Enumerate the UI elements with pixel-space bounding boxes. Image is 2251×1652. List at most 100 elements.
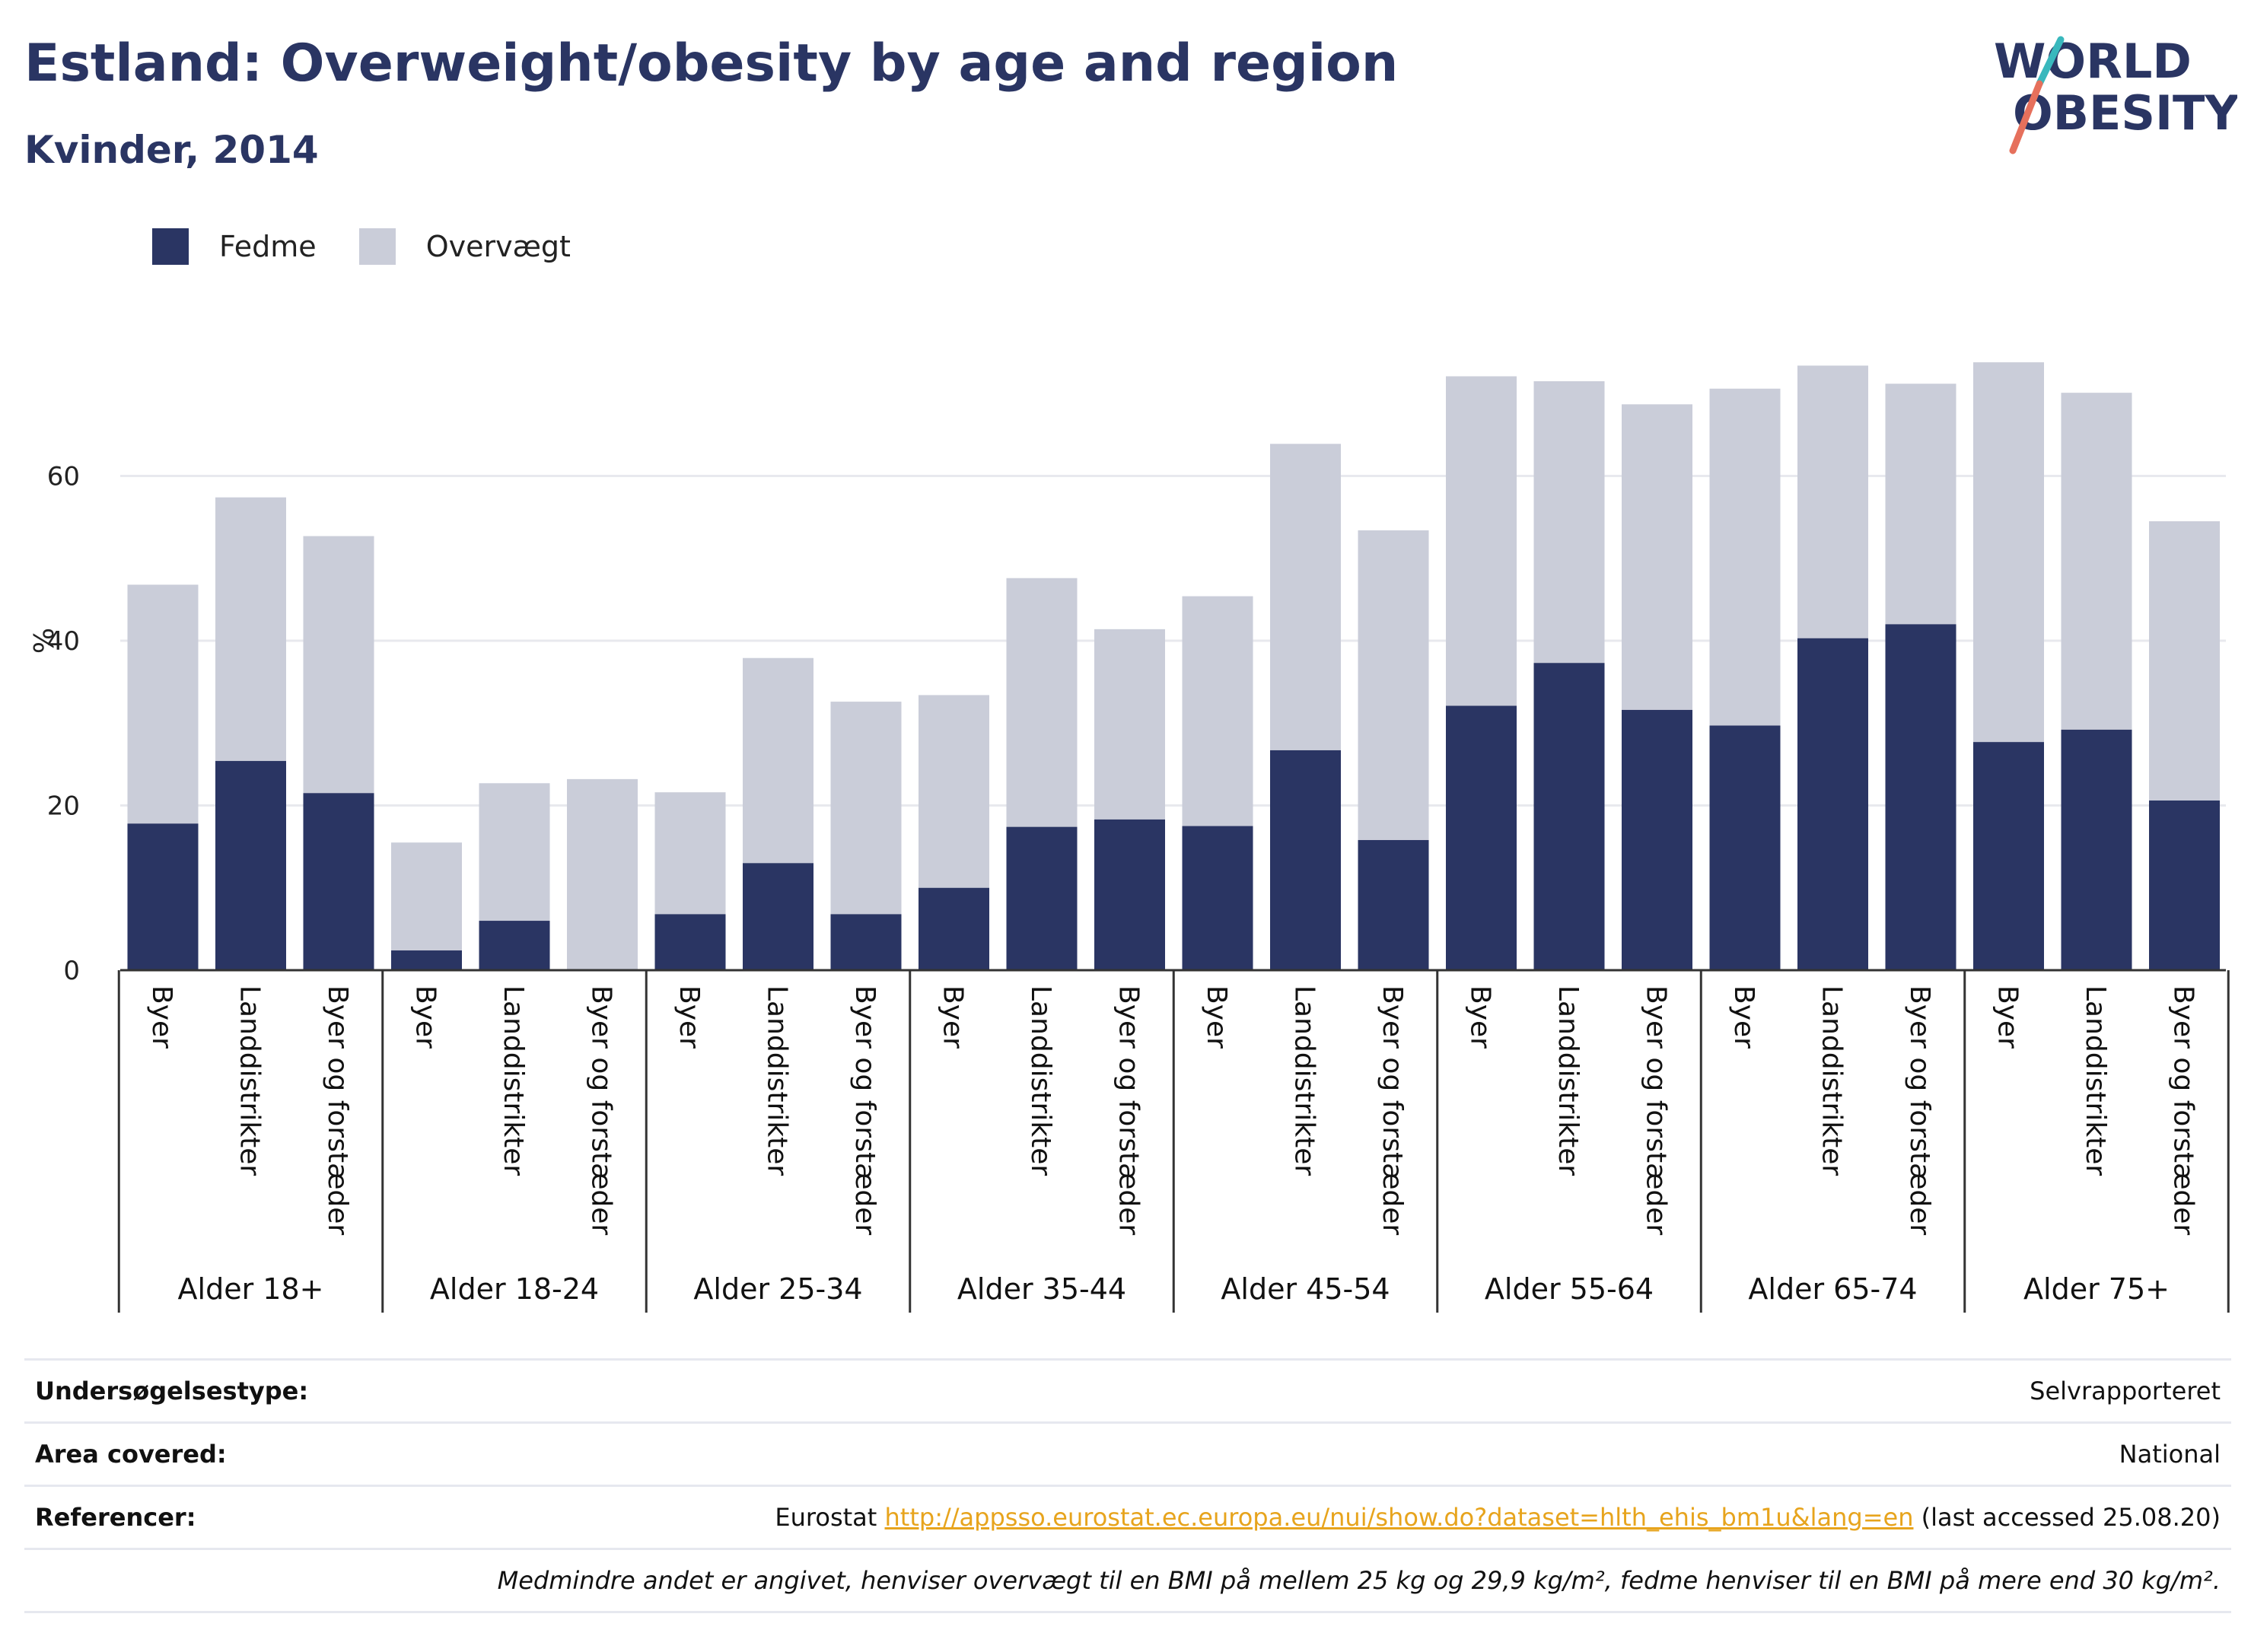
bar-overvaegt bbox=[2061, 393, 2132, 730]
legend-label-fedme: Fedme bbox=[219, 230, 317, 263]
bar-overvaegt bbox=[654, 792, 726, 915]
world-obesity-logo: WORLD OBESITY bbox=[1994, 33, 2237, 154]
bar-overvaegt bbox=[1973, 362, 2044, 743]
meta-row-references: Referencer: Eurostat http://appsso.euros… bbox=[24, 1487, 2231, 1550]
x-group-label: Alder 18-24 bbox=[430, 1272, 599, 1306]
bar-fedme bbox=[1270, 750, 1341, 970]
bar-fedme bbox=[2149, 801, 2220, 970]
x-category-label: Byer bbox=[1728, 985, 1759, 1049]
bar-overvaegt bbox=[391, 842, 462, 951]
x-category-label: Landdistrikter bbox=[1289, 985, 1320, 1176]
bar-overvaegt bbox=[1006, 578, 1078, 827]
bar-overvaegt bbox=[303, 536, 374, 794]
bar-overvaegt bbox=[1094, 629, 1165, 820]
bar-fedme bbox=[303, 793, 374, 970]
metadata-table: Undersøgelsestype: Selvrapporteret Area … bbox=[24, 1358, 2231, 1613]
bar-fedme bbox=[1885, 624, 1956, 970]
bar-overvaegt bbox=[830, 702, 902, 915]
references-value: Eurostat http://appsso.eurostat.ec.europ… bbox=[775, 1503, 2221, 1532]
x-category-label: Byer bbox=[673, 985, 705, 1049]
bar-fedme bbox=[919, 887, 989, 970]
x-category-label: Landdistrikter bbox=[762, 985, 793, 1176]
x-category-label: Landdistrikter bbox=[2080, 985, 2111, 1176]
meta-row-survey: Undersøgelsestype: Selvrapporteret bbox=[24, 1361, 2231, 1424]
x-category-label: Byer bbox=[1465, 985, 1496, 1049]
y-tick-label: 60 bbox=[47, 462, 80, 492]
bar-overvaegt bbox=[1885, 384, 1956, 625]
x-category-label: Landdistrikter bbox=[1552, 985, 1584, 1176]
bar-fedme bbox=[1182, 826, 1253, 970]
y-axis-label: % bbox=[29, 628, 60, 654]
bar-overvaegt bbox=[919, 695, 989, 888]
survey-type-value: Selvrapporteret bbox=[2030, 1377, 2221, 1405]
x-category-label: Byer og forstæder bbox=[1377, 985, 1408, 1235]
bar-fedme bbox=[1446, 705, 1517, 970]
page-subtitle: Kvinder, 2014 bbox=[24, 128, 319, 172]
bar-overvaegt bbox=[1182, 596, 1253, 826]
x-category-label: Byer og forstæder bbox=[849, 985, 880, 1235]
legend-item-overvaegt: Overvægt bbox=[358, 228, 571, 265]
area-covered-label: Area covered: bbox=[35, 1440, 227, 1469]
bar-fedme bbox=[1533, 663, 1605, 970]
stacked-bar-chart: 0 20 40 60% Byer Landdistrikter Byer og forstæ… bbox=[29, 362, 2230, 1313]
bmi-definition-note: Medmindre andet er angivet, henviser ove… bbox=[497, 1566, 2221, 1595]
bar-overvaegt bbox=[479, 783, 550, 921]
x-category-label: Landdistrikter bbox=[234, 985, 266, 1176]
y-tick-label: 40 bbox=[47, 626, 80, 657]
x-group-label: Alder 35-44 bbox=[957, 1272, 1126, 1306]
bar-fedme bbox=[1622, 709, 1692, 970]
bar-fedme bbox=[391, 950, 462, 970]
bar-fedme bbox=[1709, 725, 1781, 970]
bar-overvaegt bbox=[1797, 365, 1868, 638]
bar-overvaegt bbox=[1709, 388, 1781, 726]
page-title: Estland: Overweight/obesity by age and r… bbox=[24, 33, 1399, 94]
x-category-label: Byer og forstæder bbox=[1113, 985, 1145, 1235]
x-category-label: Byer og forstæder bbox=[322, 985, 353, 1235]
legend-item-fedme: Fedme bbox=[152, 228, 317, 265]
x-group-label: Alder 55-64 bbox=[1485, 1272, 1654, 1306]
x-category-label: Byer bbox=[1201, 985, 1232, 1049]
bar-overvaegt bbox=[567, 778, 638, 970]
x-group-label: Alder 25-34 bbox=[693, 1272, 862, 1306]
reference-accessed: (last accessed 25.08.20) bbox=[1921, 1503, 2221, 1532]
area-covered-value: National bbox=[2119, 1440, 2221, 1469]
bar-overvaegt bbox=[215, 497, 286, 762]
bar-fedme bbox=[743, 863, 813, 970]
x-group-label: Alder 75+ bbox=[2023, 1272, 2170, 1306]
y-tick-label: 0 bbox=[63, 956, 80, 986]
bar-fedme bbox=[1094, 819, 1165, 970]
x-group-label: Alder 65-74 bbox=[1748, 1272, 1917, 1306]
x-category-label: Byer bbox=[410, 985, 441, 1049]
x-group-label: Alder 18+ bbox=[178, 1272, 324, 1306]
x-category-label: Byer bbox=[1992, 985, 2023, 1049]
bar-fedme bbox=[1358, 839, 1429, 970]
legend-swatch-overvaegt bbox=[358, 228, 396, 265]
x-category-label: Byer bbox=[938, 985, 969, 1049]
chart-legend: Fedme Overvægt bbox=[152, 225, 613, 268]
reference-link[interactable]: http://appsso.eurostat.ec.europa.eu/nui/… bbox=[884, 1503, 1914, 1532]
bar-fedme bbox=[2061, 729, 2132, 970]
y-tick-label: 20 bbox=[47, 791, 80, 822]
bar-fedme bbox=[1006, 826, 1078, 970]
logo-line-1: WORLD bbox=[1994, 33, 2192, 89]
x-category-label: Byer og forstæder bbox=[586, 985, 617, 1235]
x-category-label: Byer og forstæder bbox=[1904, 985, 1935, 1235]
bar-overvaegt bbox=[1622, 404, 1692, 710]
reference-source: Eurostat bbox=[775, 1503, 877, 1532]
bar-fedme bbox=[654, 914, 726, 970]
bar-overvaegt bbox=[1446, 376, 1517, 706]
meta-row-note: Medmindre andet er angivet, henviser ove… bbox=[24, 1550, 2231, 1613]
bar-fedme bbox=[215, 761, 286, 970]
meta-row-area: Area covered: National bbox=[24, 1424, 2231, 1487]
legend-label-overvaegt: Overvægt bbox=[425, 230, 571, 263]
bar-overvaegt bbox=[1358, 530, 1429, 840]
x-category-label: Landdistrikter bbox=[1025, 985, 1056, 1176]
x-category-label: Landdistrikter bbox=[1816, 985, 1848, 1176]
x-group-label: Alder 45-54 bbox=[1221, 1272, 1390, 1306]
bar-overvaegt bbox=[1270, 444, 1341, 750]
x-category-label: Byer bbox=[146, 985, 177, 1049]
bar-overvaegt bbox=[743, 657, 813, 864]
bar-fedme bbox=[830, 914, 902, 970]
bar-overvaegt bbox=[127, 584, 199, 824]
bar-overvaegt bbox=[2149, 521, 2220, 801]
